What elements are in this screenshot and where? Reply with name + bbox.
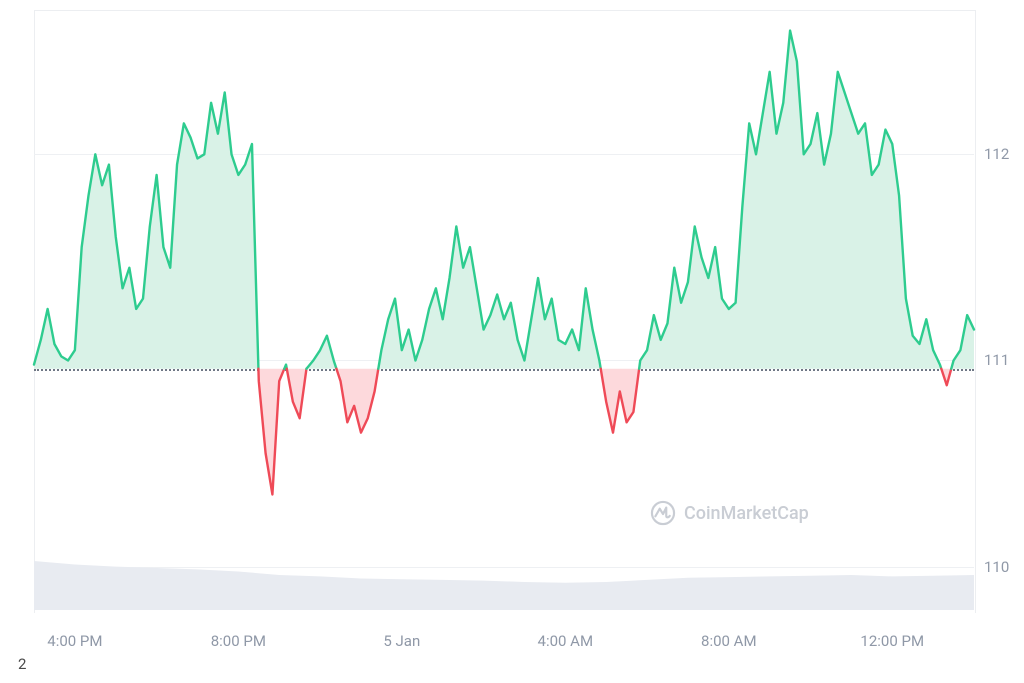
price-area-line [0,0,1024,683]
watermark-text: CoinMarketCap [684,503,809,524]
coinmarketcap-watermark: CoinMarketCap [650,500,809,526]
y-tick-label: 110 [984,558,1009,576]
y-tick-label: 111 [984,351,1009,369]
x-tick-label: 12:00 PM [860,632,924,650]
price-chart: 110 111 112 4:00 PM 8:00 PM 5 Jan 4:00 AM 8:00… [0,0,1024,683]
x-tick-label: 5 Jan [383,632,420,650]
coinmarketcap-icon [650,500,676,526]
y-tick-label: 112 [984,145,1009,163]
x-tick-label: 8:00 AM [701,632,757,650]
page-number: 2 [18,655,26,673]
x-tick-label: 4:00 AM [538,632,594,650]
x-tick-label: 4:00 PM [47,632,102,650]
x-tick-label: 8:00 PM [211,632,266,650]
